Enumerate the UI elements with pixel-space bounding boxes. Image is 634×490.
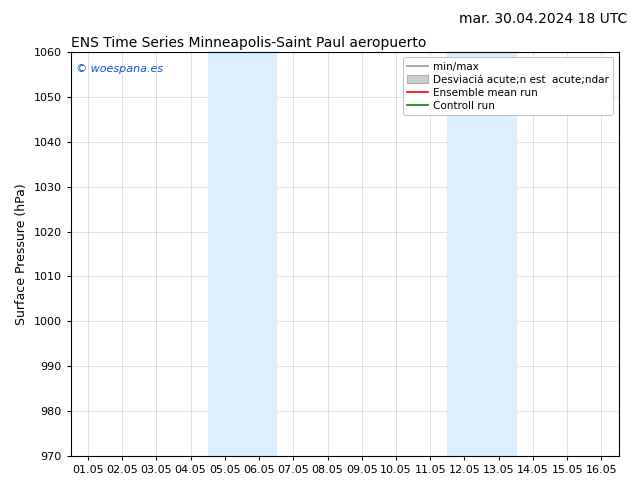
Bar	[448, 52, 516, 456]
Y-axis label: Surface Pressure (hPa): Surface Pressure (hPa)	[15, 183, 28, 325]
Bar	[208, 52, 276, 456]
Legend: min/max, Desviaciá acute;n est  acute;ndar, Ensemble mean run, Controll run: min/max, Desviaciá acute;n est acute;nda…	[403, 57, 613, 115]
Text: mar. 30.04.2024 18 UTC: mar. 30.04.2024 18 UTC	[460, 12, 628, 26]
Text: © woespana.es: © woespana.es	[76, 64, 164, 74]
Text: ENS Time Series Minneapolis-Saint Paul aeropuerto: ENS Time Series Minneapolis-Saint Paul a…	[71, 36, 426, 49]
